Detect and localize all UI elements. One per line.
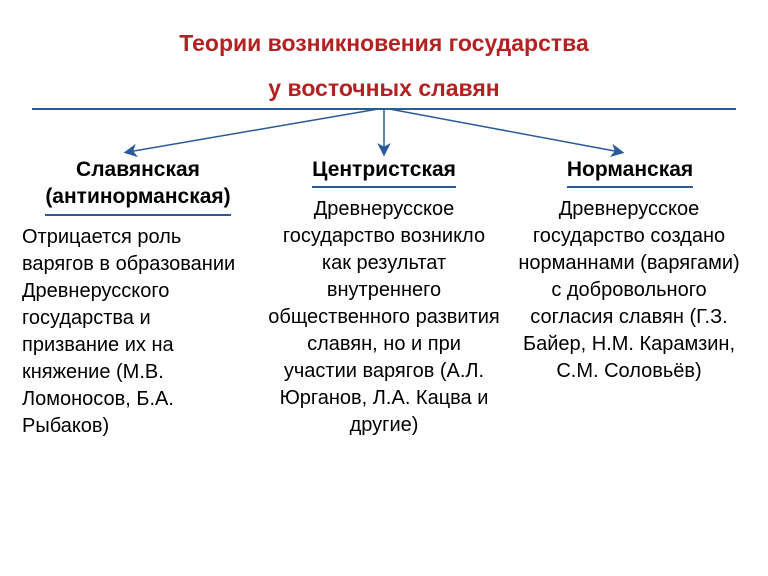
column-header: Славянская (антинорманская) <box>45 156 230 216</box>
branch-arrows <box>0 108 768 158</box>
arrow-left <box>128 108 384 152</box>
column-header: Норманская <box>567 156 693 188</box>
column-header: Центристская <box>312 156 456 188</box>
column-centrist: Центристская Древнерусское государство в… <box>266 156 502 440</box>
column-body: Древнерусское государство возникло как р… <box>266 196 502 439</box>
diagram-title-line1: Теории возникновения государства <box>0 0 768 61</box>
column-norman: Норманская Древнерусское государство соз… <box>512 156 748 440</box>
columns-container: Славянская (антинорманская) Отрицается р… <box>20 156 748 440</box>
horizontal-rule <box>32 108 736 110</box>
column-body: Древнерусское государство создано норман… <box>512 196 748 385</box>
diagram-title-line2: у восточных славян <box>0 61 768 102</box>
column-body: Отрицается роль варягов в образовании Др… <box>20 224 256 440</box>
column-slavic: Славянская (антинорманская) Отрицается р… <box>20 156 256 440</box>
arrow-right <box>384 108 620 152</box>
